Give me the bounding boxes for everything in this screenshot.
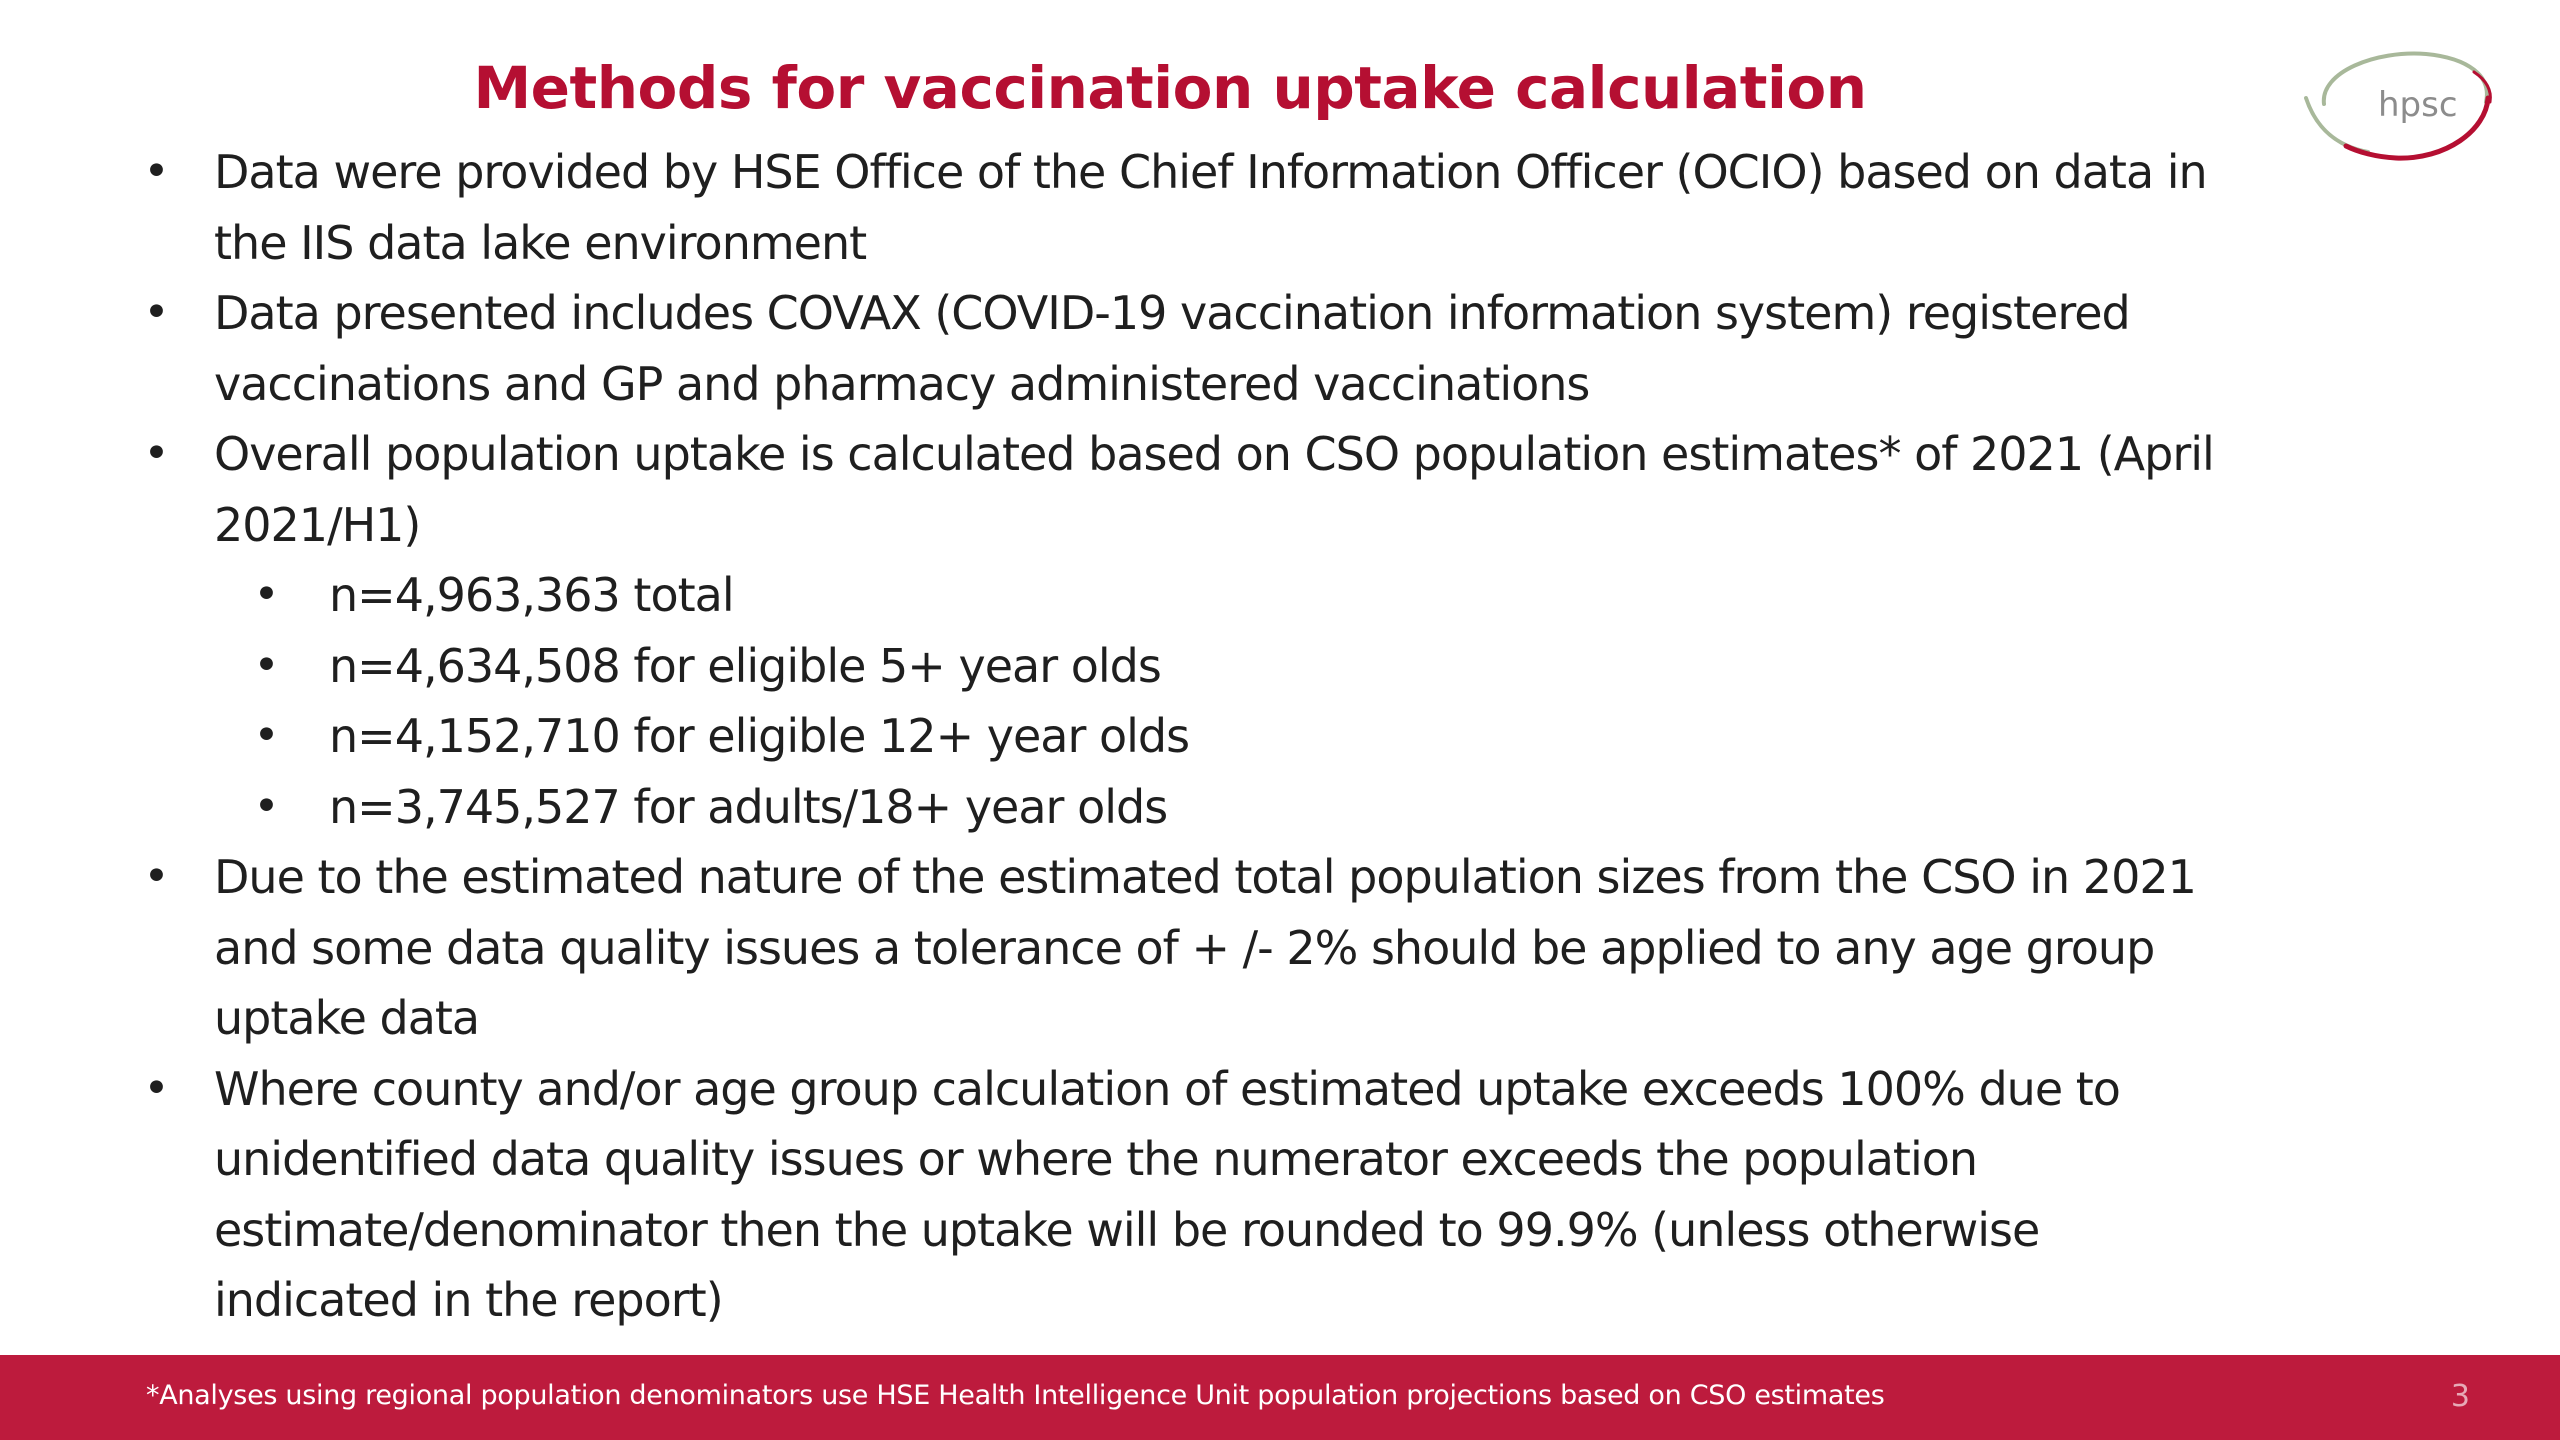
sub-bullet-text: n=4,152,710 for eligible 12+ year olds [329, 709, 1190, 763]
sub-bullet-item: • n=4,634,508 for eligible 5+ year olds [136, 631, 2376, 702]
sub-bullet-text: n=3,745,527 for adults/18+ year olds [329, 779, 1168, 834]
sub-bullet-marker: • [253, 710, 280, 761]
footnote: *Analyses using regional population deno… [146, 1380, 1885, 1411]
bullet-line: 2021/H1) [214, 497, 421, 552]
bullet-line: and some data quality issues a tolerance… [214, 920, 2155, 975]
bullet-line: Due to the estimated nature of the estim… [214, 850, 2197, 904]
slide-title: Methods for vaccination uptake calculati… [473, 54, 1867, 122]
bullet-item: • Where county and/or age group calculat… [136, 1054, 2376, 1336]
bullet-marker: • [143, 146, 170, 197]
bullet-marker: • [143, 851, 170, 902]
sub-bullet-text: n=4,963,363 total [329, 568, 735, 622]
sub-bullet-marker: • [253, 569, 280, 620]
bullet-line: the IIS data lake environment [214, 215, 867, 270]
sub-bullet-item: • n=3,745,527 for adults/18+ year olds [136, 772, 2376, 843]
bullet-item: • Due to the estimated nature of the est… [136, 842, 2376, 1054]
bullet-item: • Overall population uptake is calculate… [136, 419, 2376, 560]
bullet-line: Where county and/or age group calculatio… [214, 1061, 2121, 1116]
sub-bullet-marker: • [253, 780, 280, 832]
bullet-line: Data presented includes COVAX (COVID-19 … [214, 286, 2131, 340]
sub-bullet-item: • n=4,152,710 for eligible 12+ year olds [136, 701, 2376, 772]
bullet-line: indicated in the report) [214, 1273, 724, 1327]
logo-text: hpsc [2378, 85, 2458, 125]
bullet-line: Overall population uptake is calculated … [214, 427, 2215, 481]
footer-bar: *Analyses using regional population deno… [0, 1355, 2560, 1440]
bullet-marker: • [143, 1062, 170, 1114]
bullet-line: unidentified data quality issues or wher… [214, 1132, 1978, 1186]
bullet-marker: • [143, 287, 170, 338]
bullet-line: vaccinations and GP and pharmacy adminis… [214, 356, 1590, 411]
bullet-item: • Data were provided by HSE Office of th… [136, 137, 2376, 278]
sub-bullet-marker: • [253, 639, 280, 691]
hpsc-logo: hpsc [2296, 42, 2496, 172]
bullet-line: uptake data [214, 991, 480, 1045]
bullet-marker: • [143, 428, 170, 479]
sub-bullet-item: • n=4,963,363 total [136, 560, 2376, 631]
bullet-list: • Data were provided by HSE Office of th… [136, 137, 2376, 1336]
page-number: 3 [2450, 1379, 2470, 1414]
bullet-line: Data were provided by HSE Office of the … [214, 145, 2208, 199]
sub-bullet-text: n=4,634,508 for eligible 5+ year olds [329, 638, 1162, 693]
bullet-item: • Data presented includes COVAX (COVID-1… [136, 278, 2376, 419]
bullet-line: estimate/denominator then the uptake wil… [214, 1202, 2040, 1257]
